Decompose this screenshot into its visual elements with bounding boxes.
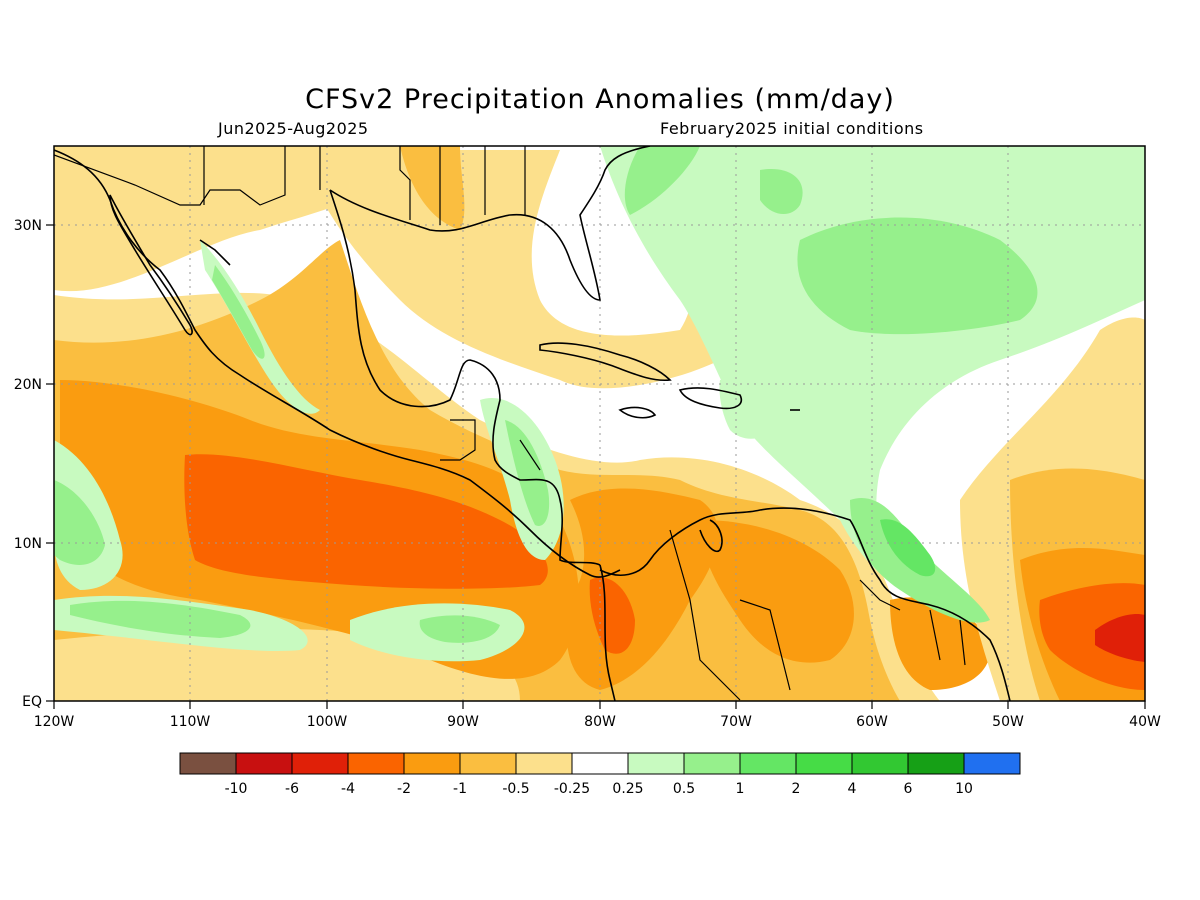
lon-label: 80W	[584, 714, 616, 730]
colorbar-label: -10	[225, 781, 248, 797]
coastlines	[54, 146, 1011, 701]
anomaly-region	[400, 146, 465, 230]
lat-label: 10N	[14, 536, 42, 552]
anomaly-region	[184, 454, 548, 589]
lon-label: 120W	[34, 714, 75, 730]
colorbar-label: -1	[453, 781, 467, 797]
colorbar-swatch	[179, 752, 237, 775]
colorbar-label: -6	[285, 781, 299, 797]
colorbar-label: 6	[904, 781, 913, 797]
anomaly-region	[300, 150, 735, 389]
lon-label: 60W	[856, 714, 888, 730]
anomaly-field	[54, 146, 1145, 701]
colorbar-swatch	[627, 752, 685, 775]
lat-ticks	[46, 224, 54, 702]
colorbar-label: 0.5	[673, 781, 695, 797]
colorbar-swatch	[347, 752, 405, 775]
lon-ticks	[53, 701, 1146, 709]
lat-label: EQ	[22, 694, 42, 710]
colorbar-label: 1	[736, 781, 745, 797]
colorbar-label: -4	[341, 781, 355, 797]
colorbar-label: 2	[792, 781, 801, 797]
anomaly-region	[1095, 613, 1145, 662]
colorbar-swatch	[403, 752, 461, 775]
lon-label: 100W	[307, 714, 348, 730]
anomaly-region	[200, 240, 320, 414]
colorbar-swatch	[739, 752, 797, 775]
anomaly-region	[212, 265, 265, 359]
anomaly-region	[760, 169, 803, 215]
colorbar-swatch	[963, 752, 1021, 775]
map-title: CFSv2 Precipitation Anomalies (mm/day)	[305, 84, 895, 115]
colorbar-swatch	[907, 752, 965, 775]
colorbar-swatch	[683, 752, 741, 775]
colorbar: -10 -6 -4 -2 -1 -0.5 -0.25 0.25 0.5 1 2 4 6 10	[179, 752, 1021, 797]
anomaly-region	[70, 600, 251, 638]
lon-label: 50W	[992, 714, 1024, 730]
colorbar-label: 10	[955, 781, 973, 797]
colorbar-swatch	[459, 752, 517, 775]
anomaly-region	[700, 520, 854, 663]
forecast-period: Jun2025-Aug2025	[218, 119, 369, 138]
country-borders	[54, 146, 966, 701]
lat-label: 20N	[14, 377, 42, 393]
lon-label: 70W	[720, 714, 752, 730]
lon-label: 40W	[1129, 714, 1161, 730]
colorbar-swatch	[291, 752, 349, 775]
colorbar-swatch	[571, 752, 629, 775]
initial-conditions: February2025 initial conditions	[660, 119, 924, 138]
colorbar-label: -0.5	[502, 781, 529, 797]
anomaly-region	[54, 480, 105, 565]
anomaly-region	[419, 615, 500, 643]
anomaly-region	[589, 577, 635, 654]
lon-label: 90W	[447, 714, 479, 730]
anomaly-region	[797, 217, 1038, 335]
colorbar-swatch	[235, 752, 293, 775]
colorbar-label: 4	[848, 781, 857, 797]
colorbar-swatch	[515, 752, 573, 775]
lat-label: 30N	[14, 218, 42, 234]
colorbar-label: -0.25	[554, 781, 590, 797]
anomaly-region	[624, 146, 700, 215]
anomaly-region	[505, 420, 550, 526]
lon-label: 110W	[170, 714, 211, 730]
colorbar-swatch	[795, 752, 853, 775]
gridlines	[54, 146, 1145, 701]
colorbar-swatch	[851, 752, 909, 775]
anomaly-region	[1039, 583, 1145, 690]
colorbar-label: -2	[397, 781, 411, 797]
colorbar-label: 0.25	[612, 781, 643, 797]
anomaly-region	[719, 377, 782, 439]
anomaly-region	[880, 519, 936, 577]
